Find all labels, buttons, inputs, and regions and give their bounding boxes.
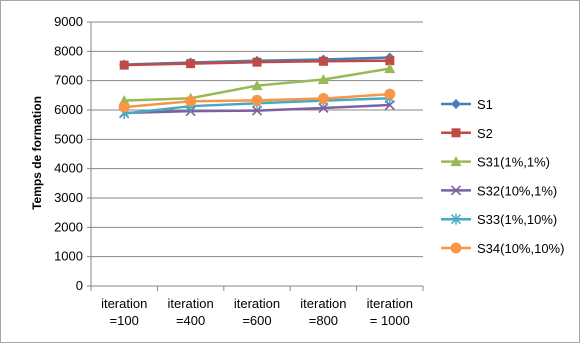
data-point (185, 96, 196, 107)
data-point (120, 61, 129, 70)
legend-entry: S31(1%,1%) (477, 155, 550, 170)
y-tick-label: 0 (76, 278, 83, 293)
legend-entry: S1 (477, 97, 493, 112)
x-tick-label: iteration (234, 296, 280, 311)
y-tick-label: 5000 (54, 131, 83, 146)
x-tick-label: =100 (110, 313, 139, 328)
data-point (318, 93, 329, 104)
data-point (252, 95, 263, 106)
legend-marker (451, 243, 462, 254)
y-axis-label: Temps de formation (30, 96, 44, 210)
legend-entry: S32(10%,1%) (477, 183, 557, 198)
data-point (119, 102, 130, 113)
x-tick-label: iteration (101, 296, 147, 311)
y-tick-label: 3000 (54, 190, 83, 205)
x-tick-label: iteration (167, 296, 213, 311)
y-tick-label: 6000 (54, 102, 83, 117)
y-tick-label: 7000 (54, 73, 83, 88)
y-tick-label: 2000 (54, 219, 83, 234)
legend-entry: S2 (477, 126, 493, 141)
legend-marker (452, 128, 461, 137)
x-tick-label: =400 (176, 313, 205, 328)
legend-entry: S33(1%,10%) (477, 212, 557, 227)
x-tick-label: iteration (367, 296, 413, 311)
legend-marker (451, 99, 461, 109)
data-point (253, 58, 262, 67)
data-point (384, 89, 395, 100)
legend-entry: S34(10%,10%) (477, 241, 564, 256)
y-tick-label: 4000 (54, 161, 83, 176)
y-tick-label: 8000 (54, 43, 83, 58)
y-tick-label: 9000 (54, 14, 83, 29)
x-tick-label: =800 (309, 313, 338, 328)
data-point (319, 57, 328, 66)
x-tick-label: = 1000 (370, 313, 410, 328)
x-tick-label: =600 (242, 313, 271, 328)
data-point (186, 59, 195, 68)
x-tick-label: iteration (300, 296, 346, 311)
y-tick-label: 1000 (54, 249, 83, 264)
